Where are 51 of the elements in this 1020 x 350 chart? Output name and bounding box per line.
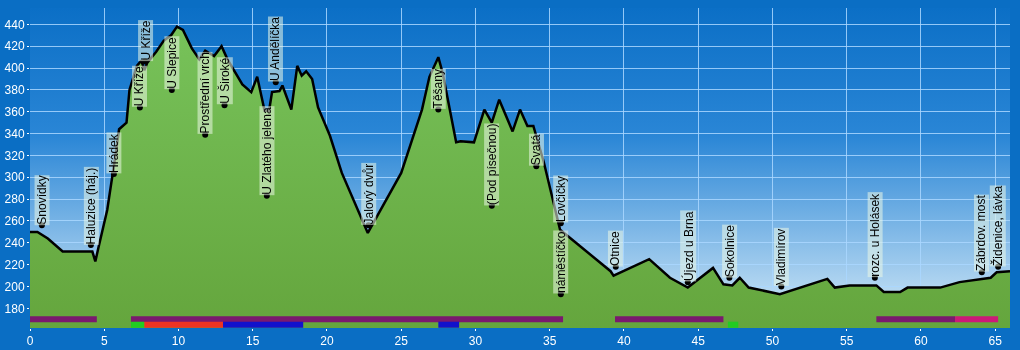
data-label: náměstíčko [553,231,568,293]
y-tick-label: 380 [4,83,25,98]
y-tick-label: 280 [4,192,25,207]
x-tick-label: 25 [394,334,409,349]
data-label: (Pod písečnou) [484,123,499,205]
y-tick-label: 340 [4,126,25,141]
data-label: rozc. u Holásek [868,192,883,277]
y-tick-label: 420 [4,39,25,54]
data-label: Svatá [529,134,544,166]
x-tick-label: 5 [100,334,108,349]
x-tick-label: 0 [26,334,34,349]
x-tick-label: 35 [543,334,557,349]
y-tick-label: 220 [4,257,25,272]
data-label: U Kříže [132,65,147,107]
data-label: Zábrdov. most [974,194,989,272]
data-label: U Široké [217,57,233,104]
data-label: Těšany [431,69,446,109]
x-tick-label: 10 [171,334,186,349]
data-label: Sokolnice [722,224,737,278]
x-tick-label: 45 [691,334,706,349]
data-label: Újezd u Brna [680,211,696,281]
x-tick-label: 60 [914,334,928,349]
data-label: U Zlatého jelena [259,106,274,195]
x-tick-label: 65 [988,334,1003,349]
y-tick-label: 260 [4,214,25,229]
data-label: Prostřední vrch [198,52,213,134]
data-label: U Slepice [164,37,179,89]
y-tick-label: 320 [4,148,25,163]
data-label: Židenice, lávka [990,185,1006,266]
x-tick-label: 30 [468,334,483,349]
data-label: U Kříže [138,20,153,61]
data-label: Lovčičky [553,175,568,222]
y-tick-label: 440 [4,17,25,32]
y-tick-label: 360 [4,104,25,119]
x-tick-label: 55 [839,334,854,349]
y-tick-label: 400 [4,61,25,76]
data-label: Otnice [608,231,623,267]
y-tick-label: 200 [4,279,25,294]
y-tick-label: 240 [4,236,25,251]
data-label: U Andělíčka [268,16,283,82]
x-tick-label: 50 [765,334,780,349]
y-tick-label: 180 [4,301,25,316]
data-label: Jalový dvůr [361,163,376,225]
x-tick-label: 15 [246,334,260,349]
y-tick-label: 300 [4,170,25,185]
data-label: Haluzice (háj.) [84,167,99,245]
x-tick-label: 40 [617,334,631,349]
data-label: Hrádek [106,133,121,173]
data-label: Snovídky [35,175,50,225]
data-label: Vladimírov [774,228,789,286]
x-tick-label: 20 [320,334,334,349]
